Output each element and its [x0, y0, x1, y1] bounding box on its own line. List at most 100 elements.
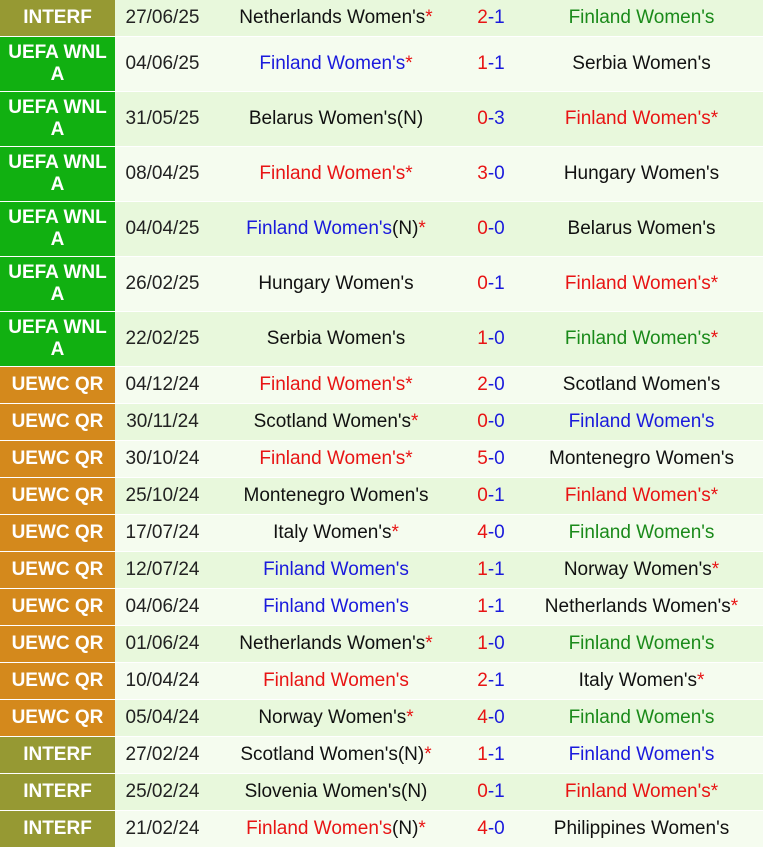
match-row[interactable]: INTERF 21/02/24 Finland Women's(N)* 4-0 Phil…	[0, 810, 763, 848]
match-row[interactable]: UEWC QR 10/04/24 Finland Women's 2-1 Italy W…	[0, 662, 763, 700]
match-row[interactable]: UEFA WNL A 08/04/25 Finland Women's* 3-0 Hun…	[0, 146, 763, 202]
home-team-name[interactable]: Finland Women's	[263, 558, 409, 580]
match-row[interactable]: UEFA WNL A 04/06/25 Finland Women's* 1-1 Ser…	[0, 36, 763, 92]
match-row[interactable]: INTERF 25/02/24 Slovenia Women's(N) 0-1 Finl…	[0, 773, 763, 811]
away-team-cell[interactable]: Belarus Women's	[520, 201, 763, 257]
score-cell[interactable]: 3-0	[462, 146, 520, 202]
home-team-cell[interactable]: Finland Women's*	[210, 440, 462, 478]
score-cell[interactable]: 5-0	[462, 440, 520, 478]
score-cell[interactable]: 1-1	[462, 588, 520, 626]
away-team-cell[interactable]: Finland Women's*	[520, 91, 763, 147]
home-team-name[interactable]: Italy Women's	[273, 521, 392, 543]
match-row[interactable]: UEWC QR 05/04/24 Norway Women's* 4-0 Finland…	[0, 699, 763, 737]
away-team-name[interactable]: Netherlands Women's	[544, 595, 731, 617]
away-team-name[interactable]: Finland Women's	[568, 706, 715, 728]
score-cell[interactable]: 0-0	[462, 403, 520, 441]
away-team-name[interactable]: Montenegro Women's	[549, 447, 734, 469]
away-team-name[interactable]: Finland Women's	[568, 521, 715, 543]
home-team-cell[interactable]: Serbia Women's	[210, 311, 462, 367]
score-cell[interactable]: 2-0	[462, 366, 520, 404]
home-team-name[interactable]: Finland Women's	[263, 595, 409, 617]
home-team-name[interactable]: Scotland Women's(N)	[240, 743, 425, 765]
away-team-cell[interactable]: Finland Women's	[520, 736, 763, 774]
score-cell[interactable]: 2-1	[462, 0, 520, 37]
home-team-cell[interactable]: Italy Women's*	[210, 514, 462, 552]
away-team-cell[interactable]: Norway Women's*	[520, 551, 763, 589]
score-cell[interactable]: 1-1	[462, 551, 520, 589]
score-cell[interactable]: 1-1	[462, 736, 520, 774]
away-team-cell[interactable]: Scotland Women's	[520, 366, 763, 404]
match-row[interactable]: UEFA WNL A 04/04/25 Finland Women's(N)* 0-0…	[0, 201, 763, 257]
score-cell[interactable]: 0-1	[462, 773, 520, 811]
home-team-name[interactable]: Netherlands Women's	[239, 632, 426, 654]
home-team-cell[interactable]: Scotland Women's*	[210, 403, 462, 441]
home-team-cell[interactable]: Slovenia Women's(N)	[210, 773, 462, 811]
away-team-name[interactable]: Italy Women's	[578, 669, 697, 691]
home-team-cell[interactable]: Finland Women's*	[210, 366, 462, 404]
away-team-cell[interactable]: Serbia Women's	[520, 36, 763, 92]
home-team-name[interactable]: Finland Women's	[246, 817, 393, 839]
away-team-cell[interactable]: Finland Women's	[520, 514, 763, 552]
away-team-cell[interactable]: Philippines Women's	[520, 810, 763, 848]
away-team-name[interactable]: Finland Women's	[564, 780, 711, 802]
away-team-name[interactable]: Hungary Women's	[563, 162, 720, 184]
match-row[interactable]: UEWC QR 04/12/24 Finland Women's* 2-0 Scotla…	[0, 366, 763, 404]
match-row[interactable]: UEWC QR 04/06/24 Finland Women's 1-1 Netherl…	[0, 588, 763, 626]
home-team-cell[interactable]: Hungary Women's	[210, 256, 462, 312]
home-team-cell[interactable]: Belarus Women's(N)	[210, 91, 462, 147]
home-team-cell[interactable]: Finland Women's	[210, 551, 462, 589]
score-cell[interactable]: 0-0	[462, 201, 520, 257]
match-row[interactable]: UEWC QR 17/07/24 Italy Women's* 4-0 Finland …	[0, 514, 763, 552]
away-team-cell[interactable]: Italy Women's*	[520, 662, 763, 700]
home-team-name[interactable]: Finland Women's	[259, 162, 406, 184]
score-cell[interactable]: 4-0	[462, 699, 520, 737]
home-team-name[interactable]: Finland Women's	[259, 373, 406, 395]
match-row[interactable]: UEWC QR 25/10/24 Montenegro Women's 0-1 Finl…	[0, 477, 763, 515]
match-row[interactable]: INTERF 27/02/24 Scotland Women's(N)* 1-1 Fin…	[0, 736, 763, 774]
home-team-cell[interactable]: Norway Women's*	[210, 699, 462, 737]
away-team-cell[interactable]: Finland Women's	[520, 0, 763, 37]
score-cell[interactable]: 1-1	[462, 36, 520, 92]
away-team-cell[interactable]: Finland Women's	[520, 403, 763, 441]
home-team-name[interactable]: Slovenia Women's(N)	[244, 780, 428, 802]
score-cell[interactable]: 4-0	[462, 514, 520, 552]
away-team-cell[interactable]: Netherlands Women's*	[520, 588, 763, 626]
away-team-name[interactable]: Finland Women's	[564, 107, 711, 129]
home-team-name[interactable]: Montenegro Women's	[243, 484, 429, 506]
home-team-cell[interactable]: Netherlands Women's*	[210, 0, 462, 37]
home-team-name[interactable]: Scotland Women's	[253, 410, 412, 432]
away-team-cell[interactable]: Finland Women's*	[520, 311, 763, 367]
home-team-cell[interactable]: Netherlands Women's*	[210, 625, 462, 663]
home-team-cell[interactable]: Finland Women's	[210, 588, 462, 626]
home-team-cell[interactable]: Montenegro Women's	[210, 477, 462, 515]
away-team-name[interactable]: Finland Women's	[564, 272, 711, 294]
away-team-name[interactable]: Finland Women's	[568, 410, 715, 432]
home-team-cell[interactable]: Finland Women's*	[210, 146, 462, 202]
away-team-name[interactable]: Finland Women's	[564, 484, 711, 506]
match-row[interactable]: UEWC QR 30/10/24 Finland Women's* 5-0 Monten…	[0, 440, 763, 478]
away-team-cell[interactable]: Finland Women's*	[520, 773, 763, 811]
home-team-name[interactable]: Serbia Women's	[266, 327, 406, 349]
away-team-cell[interactable]: Montenegro Women's	[520, 440, 763, 478]
home-team-name[interactable]: Netherlands Women's	[239, 6, 426, 28]
score-cell[interactable]: 2-1	[462, 662, 520, 700]
home-team-name[interactable]: Norway Women's	[258, 706, 407, 728]
score-cell[interactable]: 0-1	[462, 256, 520, 312]
away-team-name[interactable]: Finland Women's	[568, 6, 715, 28]
away-team-cell[interactable]: Finland Women's	[520, 625, 763, 663]
home-team-cell[interactable]: Scotland Women's(N)*	[210, 736, 462, 774]
away-team-name[interactable]: Finland Women's	[568, 632, 715, 654]
match-row[interactable]: UEWC QR 30/11/24 Scotland Women's* 0-0 Finla…	[0, 403, 763, 441]
away-team-name[interactable]: Belarus Women's	[567, 217, 716, 239]
home-team-name[interactable]: Finland Women's	[263, 669, 409, 691]
away-team-name[interactable]: Finland Women's	[568, 743, 715, 765]
away-team-name[interactable]: Finland Women's	[564, 327, 711, 349]
score-cell[interactable]: 1-0	[462, 625, 520, 663]
away-team-name[interactable]: Philippines Women's	[553, 817, 730, 839]
match-row[interactable]: UEFA WNL A 22/02/25 Serbia Women's 1-0 Finla…	[0, 311, 763, 367]
away-team-name[interactable]: Norway Women's	[563, 558, 712, 580]
score-cell[interactable]: 4-0	[462, 810, 520, 848]
home-team-cell[interactable]: Finland Women's*	[210, 36, 462, 92]
match-row[interactable]: UEFA WNL A 31/05/25 Belarus Women's(N) 0-3 F…	[0, 91, 763, 147]
home-team-name[interactable]: Finland Women's	[246, 217, 393, 239]
